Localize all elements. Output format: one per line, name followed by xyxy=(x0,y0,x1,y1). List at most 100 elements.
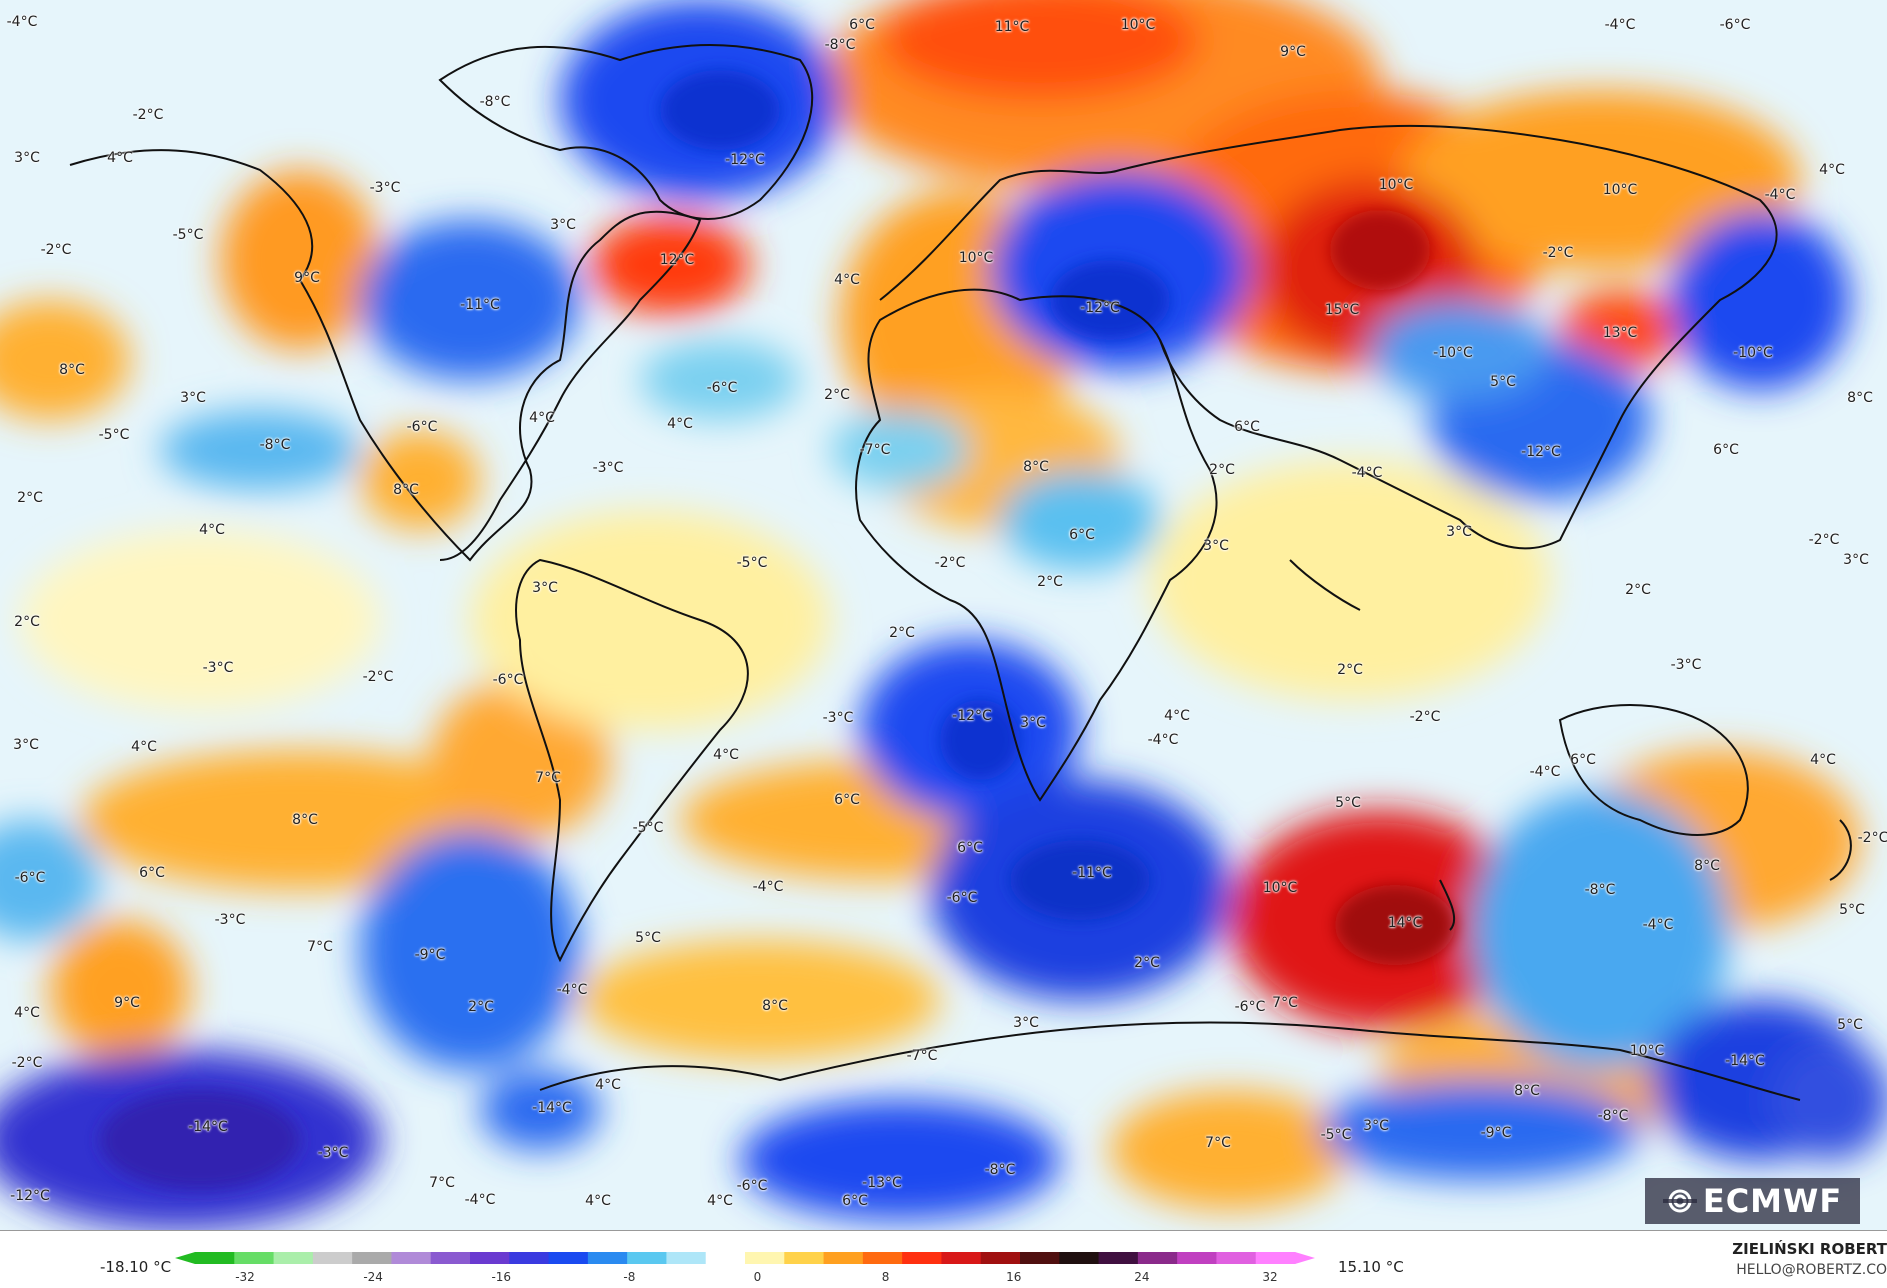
logo-text: ECMWF xyxy=(1702,1182,1843,1220)
temperature-label: 3°C xyxy=(550,217,576,233)
legend-tick-label: -32 xyxy=(235,1270,255,1284)
temperature-label: 3°C xyxy=(1013,1015,1039,1031)
temperature-label: 6°C xyxy=(957,840,983,856)
legend-tick-label: 32 xyxy=(1262,1270,1278,1284)
temperature-label: -3°C xyxy=(214,912,246,928)
legend-swatch xyxy=(784,1252,825,1264)
temperature-label: 4°C xyxy=(585,1193,611,1209)
temperature-label: -8°C xyxy=(1584,882,1616,898)
temperature-label: 5°C xyxy=(1839,902,1865,918)
temperature-label: -2°C xyxy=(1542,245,1574,261)
temperature-label: 6°C xyxy=(1069,527,1095,543)
temperature-label: 7°C xyxy=(429,1175,455,1191)
legend-min-arrow xyxy=(175,1252,195,1264)
temperature-label: 8°C xyxy=(393,482,419,498)
legend-swatch xyxy=(391,1252,432,1264)
legend-swatch xyxy=(745,1252,785,1264)
temperature-label: -9°C xyxy=(1480,1125,1512,1141)
temperature-label: -6°C xyxy=(1234,999,1266,1015)
temperature-label: -2°C xyxy=(934,555,966,571)
temperature-label: -8°C xyxy=(1597,1108,1629,1124)
temperature-label: 7°C xyxy=(535,770,561,786)
temperature-label: -3°C xyxy=(317,1145,349,1161)
temperature-label: -12°C xyxy=(10,1188,50,1204)
legend-swatch xyxy=(195,1252,235,1264)
legend-swatch xyxy=(430,1252,471,1264)
temperature-label: 4°C xyxy=(595,1077,621,1093)
temperature-label: 6°C xyxy=(1713,442,1739,458)
temperature-label: 10°C xyxy=(1262,880,1298,896)
legend-swatch xyxy=(312,1252,353,1264)
legend-swatch xyxy=(1137,1252,1178,1264)
temperature-label: 8°C xyxy=(1514,1083,1540,1099)
temperature-label: 6°C xyxy=(849,17,875,33)
legend-swatch xyxy=(1216,1252,1257,1264)
temperature-label: 6°C xyxy=(834,792,860,808)
temperature-label: 10°C xyxy=(1120,17,1156,33)
temperature-label: 4°C xyxy=(14,1005,40,1021)
temperature-label: -5°C xyxy=(98,427,130,443)
temperature-label: -11°C xyxy=(1072,865,1112,881)
legend-max-value: 15.10 °C xyxy=(1338,1258,1404,1276)
temperature-label: -6°C xyxy=(1719,17,1751,33)
legend-tick-label: -8 xyxy=(623,1270,636,1284)
legend-swatch xyxy=(666,1252,707,1264)
temperature-label: 3°C xyxy=(1446,524,1472,540)
temperature-label: -2°C xyxy=(40,242,72,258)
temperature-label: 11°C xyxy=(994,19,1030,35)
temperature-label: 4°C xyxy=(667,416,693,432)
temperature-label: 3°C xyxy=(1020,715,1046,731)
temperature-label: 8°C xyxy=(59,362,85,378)
legend-tick-label: 24 xyxy=(1134,1270,1150,1284)
temperature-label: 3°C xyxy=(14,150,40,166)
temperature-label: 2°C xyxy=(1625,582,1651,598)
temperature-label: -2°C xyxy=(362,669,394,685)
temperature-label: -8°C xyxy=(259,437,291,453)
legend-swatch xyxy=(1059,1252,1100,1264)
temperature-label: -8°C xyxy=(479,94,511,110)
temperature-label: 14°C xyxy=(1387,915,1423,931)
legend-swatch xyxy=(1020,1252,1060,1264)
temperature-label: 8°C xyxy=(292,812,318,828)
temperature-label: 3°C xyxy=(1363,1118,1389,1134)
temperature-label: -14°C xyxy=(1725,1053,1765,1069)
temperature-label: 6°C xyxy=(842,1193,868,1209)
temperature-label: -4°C xyxy=(1642,917,1674,933)
temperature-label: -5°C xyxy=(632,820,664,836)
temperature-label: -6°C xyxy=(706,380,738,396)
temperature-label: 2°C xyxy=(468,999,494,1015)
temperature-label: 8°C xyxy=(1023,459,1049,475)
temperature-label: 2°C xyxy=(1337,662,1363,678)
legend-swatch xyxy=(980,1252,1021,1264)
temperature-label: -3°C xyxy=(369,180,401,196)
legend-swatch xyxy=(352,1252,392,1264)
legend-swatch xyxy=(470,1252,510,1264)
temperature-label: -3°C xyxy=(822,710,854,726)
legend-swatch xyxy=(902,1252,942,1264)
temperature-label: -2°C xyxy=(132,107,164,123)
temperature-label: 10°C xyxy=(1629,1043,1665,1059)
author-email: HELLO@ROBERTZ.CO xyxy=(1736,1262,1887,1278)
temperature-label: -12°C xyxy=(1521,444,1561,460)
legend-tick-label: 8 xyxy=(881,1270,890,1284)
temperature-label: -2°C xyxy=(11,1055,43,1071)
legend-swatch xyxy=(1177,1252,1217,1264)
legend-swatch xyxy=(1255,1252,1296,1264)
temperature-label: -4°C xyxy=(1604,17,1636,33)
temperature-label: 8°C xyxy=(1847,390,1873,406)
temperature-label: 10°C xyxy=(1602,182,1638,198)
legend-swatch xyxy=(234,1252,275,1264)
temperature-label: 4°C xyxy=(713,747,739,763)
legend-tick-label: 0 xyxy=(753,1270,762,1284)
legend-swatch xyxy=(941,1252,982,1264)
temperature-label: 5°C xyxy=(635,930,661,946)
temperature-anomaly-map: -4°C -8°C 6°C 11°C 10°C 9°C -4°C -6°C -8°C -2°C 3°… xyxy=(0,0,1887,1230)
temperature-label: 6°C xyxy=(1234,419,1260,435)
temperature-label: -4°C xyxy=(1529,764,1561,780)
temperature-label: -14°C xyxy=(188,1119,228,1135)
legend-tick-label: -16 xyxy=(491,1270,512,1284)
temperature-label: 4°C xyxy=(199,522,225,538)
legend-tick-label: -24 xyxy=(363,1270,383,1284)
temperature-label: -6°C xyxy=(14,870,46,886)
legend-swatch xyxy=(627,1252,667,1264)
